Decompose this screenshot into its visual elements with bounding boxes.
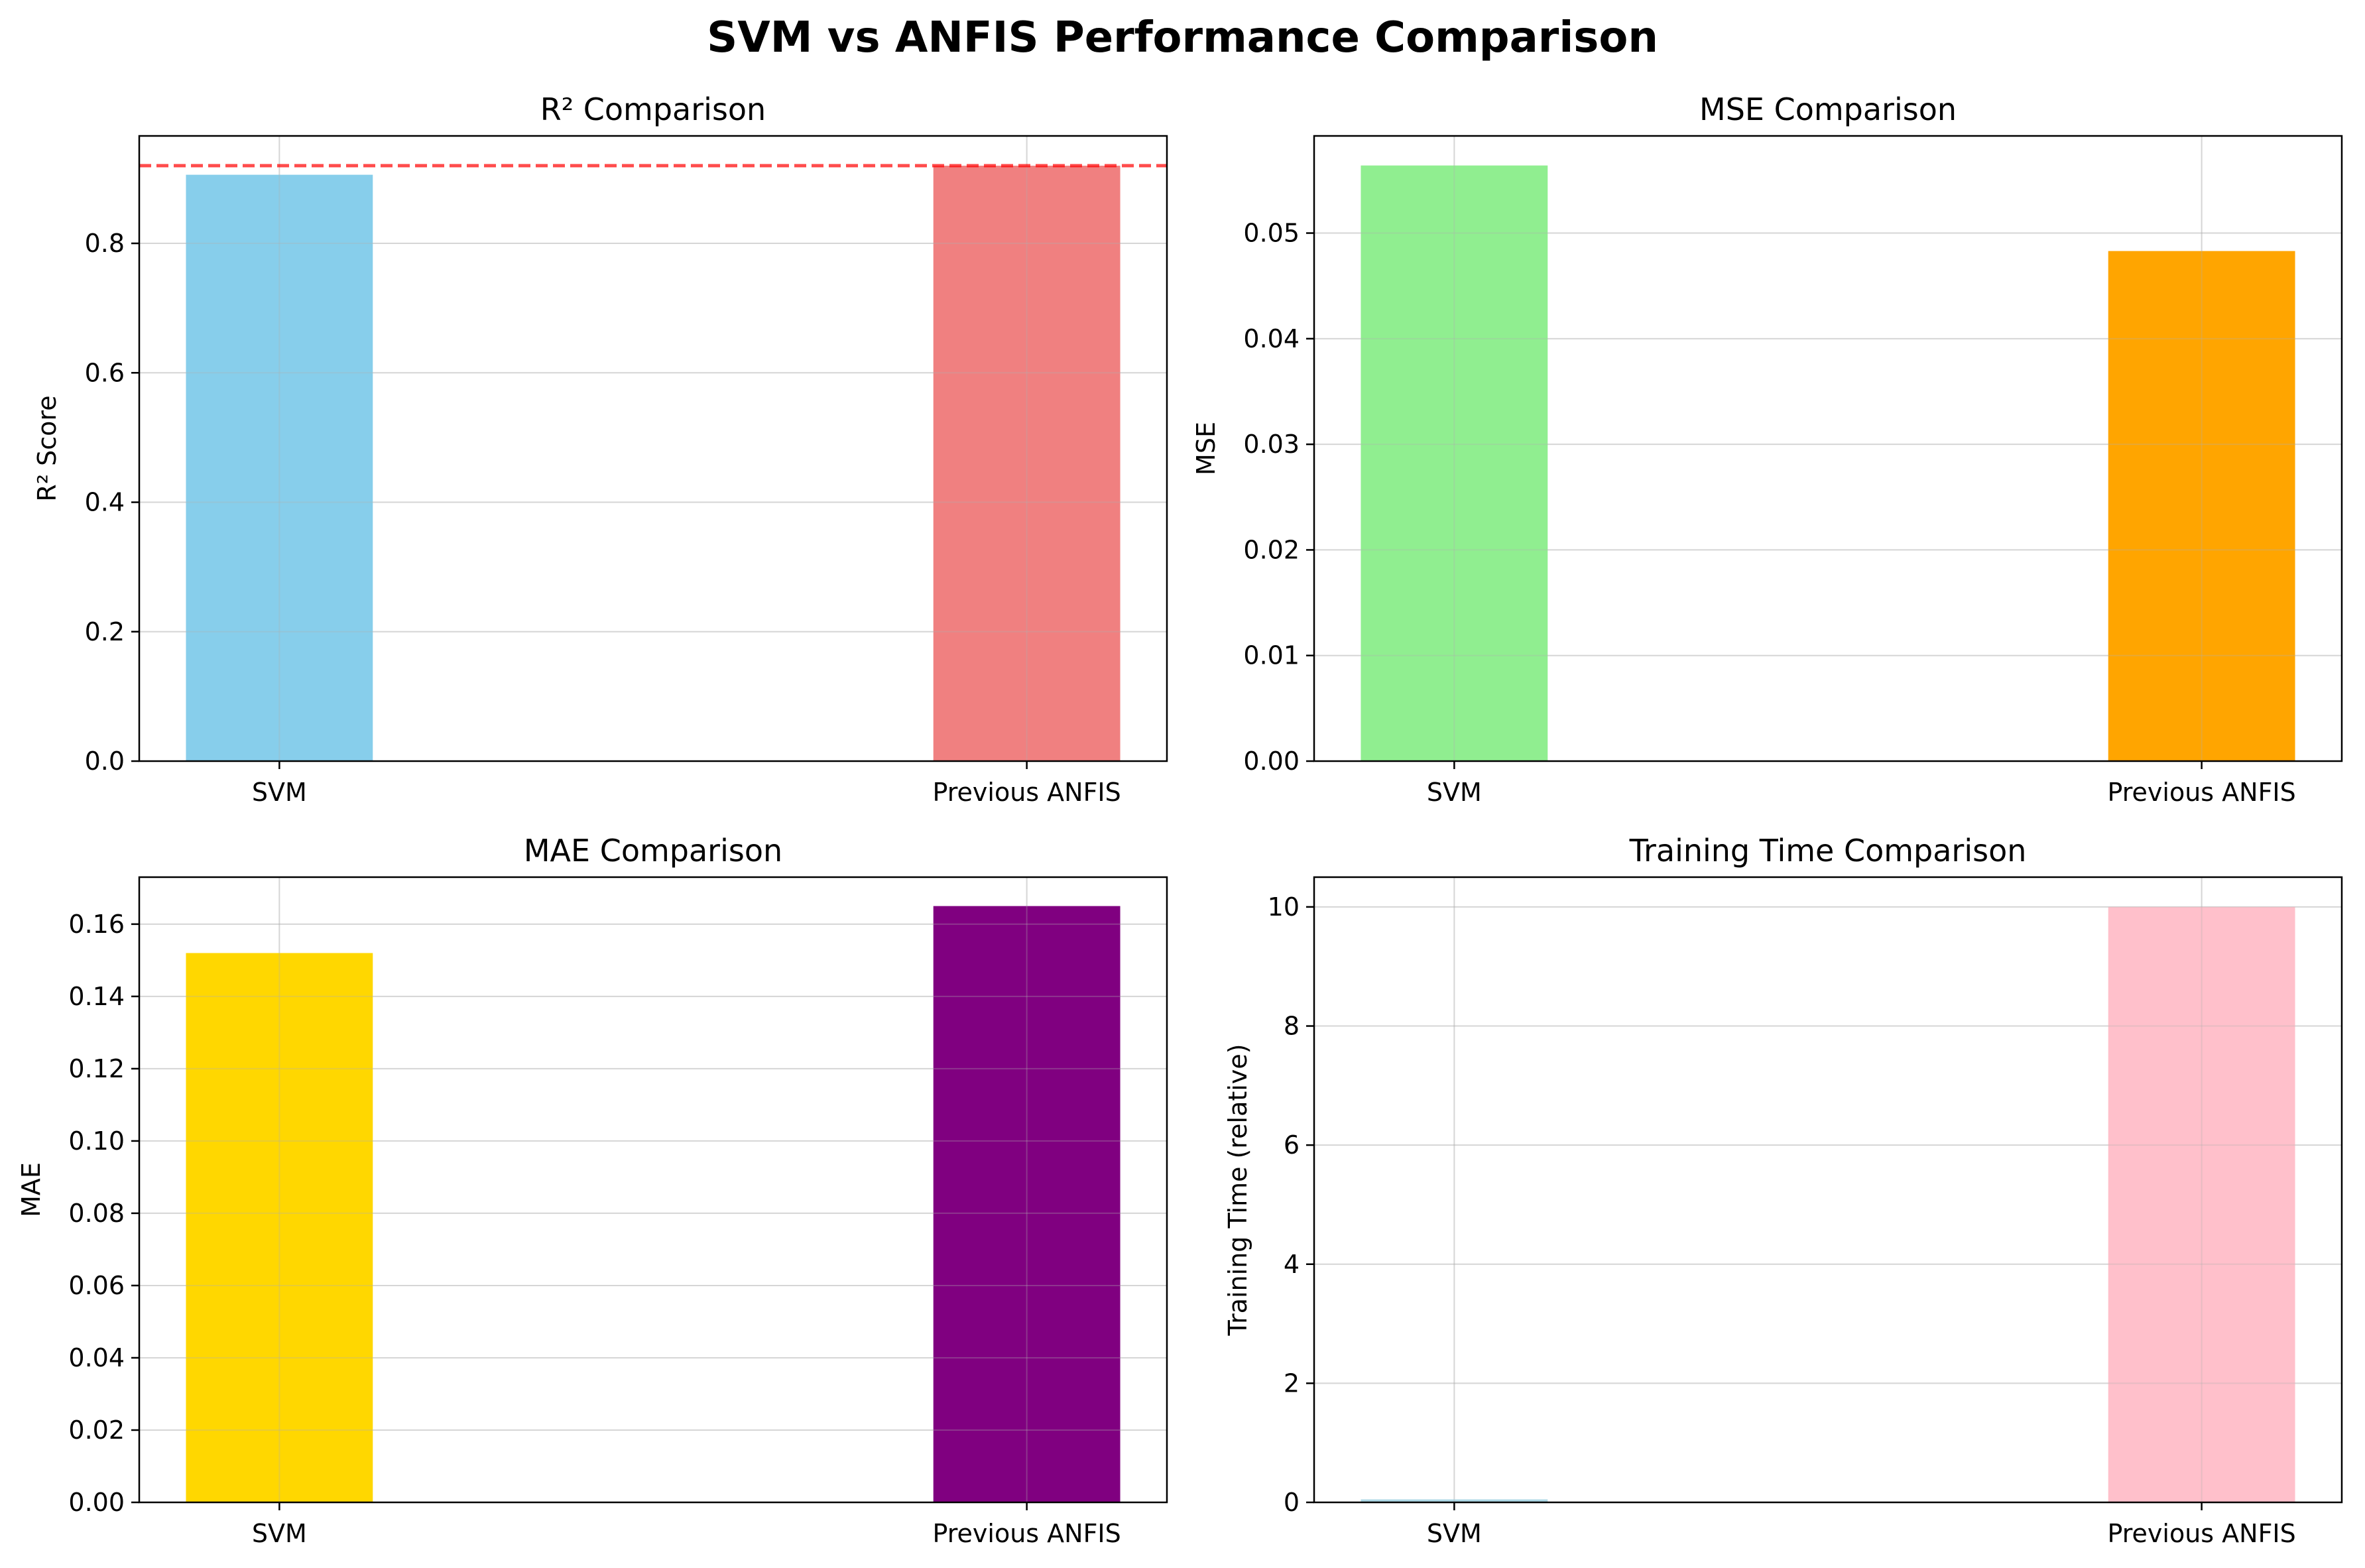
subplots: 0.0 0.2 0.4 0.6 0.8 SVM Previous ANFIS R² Compa… — [17, 91, 2343, 1548]
mae-ytick-label-4: 0.08 — [68, 1199, 125, 1228]
mse-ytick-label-1: 0.01 — [1243, 641, 1300, 670]
training-time-bar-previous-anfis — [2108, 906, 2295, 1502]
mse-subplot: 0.00 0.01 0.02 0.03 0.04 0.05 SVM Previous ANFI… — [1191, 91, 2343, 807]
mae-ytick-label-5: 0.10 — [68, 1126, 125, 1156]
mse-axes-frame — [1313, 135, 2343, 762]
r2-ylabel: R² Score — [32, 395, 62, 501]
mae-xtick-label-previous-anfis: Previous ANFIS — [932, 1519, 1121, 1548]
mse-ytick-label-2: 0.02 — [1243, 535, 1300, 564]
r2-ytick-label-2: 0.4 — [85, 488, 125, 517]
r2-xtick-label-previous-anfis: Previous ANFIS — [932, 778, 1121, 807]
r2-xtick-label-svm: SVM — [252, 778, 307, 807]
training-time-axes-frame — [1313, 876, 2343, 1504]
r2-subplot: 0.0 0.2 0.4 0.6 0.8 SVM Previous ANFIS R² Compa… — [32, 91, 1168, 807]
mae-xtick-label-svm: SVM — [252, 1519, 307, 1548]
training-time-ytick-label-4: 8 — [1284, 1012, 1300, 1041]
r2-ytick-label-1: 0.2 — [85, 617, 125, 646]
r2-bar-previous-anfis — [933, 165, 1121, 761]
figure-title: SVM vs ANFIS Performance Comparison — [707, 13, 1658, 62]
mae-ytick-label-6: 0.12 — [68, 1054, 125, 1083]
mse-title: MSE Comparison — [1699, 91, 1957, 127]
training-time-title: Training Time Comparison — [1629, 833, 2027, 869]
mse-ytick-label-0: 0.00 — [1243, 747, 1300, 776]
mse-ytick-label-4: 0.04 — [1243, 324, 1300, 353]
mse-bar-svm — [1361, 165, 1548, 762]
mse-ytick-label-5: 0.05 — [1243, 219, 1300, 248]
training-time-ytick-label-1: 2 — [1284, 1368, 1300, 1398]
mse-bar-previous-anfis — [2108, 251, 2295, 761]
mae-ytick-label-1: 0.02 — [68, 1416, 125, 1445]
training-time-ytick-label-2: 4 — [1284, 1250, 1300, 1279]
training-time-xtick-label-previous-anfis: Previous ANFIS — [2107, 1519, 2295, 1548]
mae-ylabel: MAE — [17, 1162, 46, 1217]
r2-ytick-label-4: 0.8 — [85, 229, 125, 258]
training-time-xtick-label-svm: SVM — [1427, 1519, 1482, 1548]
training-time-subplot: 0 2 4 6 8 10 SVM Previous ANFIS Training Time Co… — [1223, 833, 2343, 1548]
mse-ytick-label-3: 0.03 — [1243, 430, 1300, 459]
mae-bar-svm — [186, 953, 373, 1502]
mae-ytick-label-3: 0.06 — [68, 1271, 125, 1300]
r2-bar-svm — [186, 174, 373, 762]
r2-axes-frame — [138, 135, 1168, 762]
r2-ytick-label-3: 0.6 — [85, 358, 125, 387]
mse-xtick-label-svm: SVM — [1427, 778, 1482, 807]
training-time-ytick-label-0: 0 — [1284, 1488, 1300, 1517]
mse-ylabel: MSE — [1191, 422, 1221, 475]
training-time-ytick-label-3: 6 — [1284, 1130, 1300, 1160]
mae-ytick-label-0: 0.00 — [68, 1488, 125, 1517]
training-time-bar-svm — [1361, 1499, 1548, 1502]
r2-ytick-label-0: 0.0 — [85, 747, 125, 776]
mae-ytick-label-2: 0.04 — [68, 1343, 125, 1372]
mae-ytick-label-7: 0.14 — [68, 982, 125, 1011]
mae-ytick-label-8: 0.16 — [68, 910, 125, 939]
training-time-ylabel: Training Time (relative) — [1223, 1044, 1252, 1336]
mae-axes-frame — [138, 876, 1168, 1504]
mae-bar-previous-anfis — [933, 906, 1121, 1502]
mae-subplot: 0.00 0.02 0.04 0.06 0.08 0.10 0.12 0.14 0.16 SVM P… — [17, 833, 1168, 1548]
mae-title: MAE Comparison — [524, 833, 782, 869]
training-time-ytick-label-5: 10 — [1268, 892, 1300, 922]
mse-xtick-label-previous-anfis: Previous ANFIS — [2107, 778, 2295, 807]
r2-title: R² Comparison — [540, 91, 766, 127]
